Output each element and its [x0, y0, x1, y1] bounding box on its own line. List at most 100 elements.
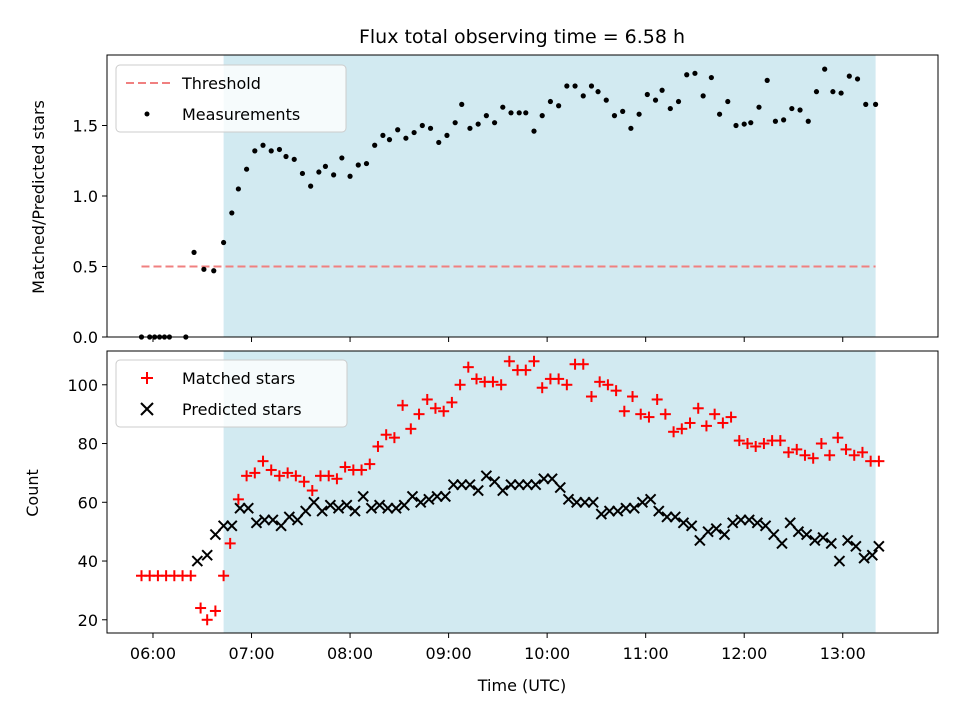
- measurement-point: [268, 148, 274, 154]
- matched-star-point: [462, 361, 474, 373]
- predicted-star-point: [439, 490, 452, 503]
- matched-star-point: [668, 426, 680, 438]
- matched-star-point: [840, 443, 852, 455]
- predicted-star-point: [456, 478, 468, 491]
- measurement-point: [603, 97, 609, 103]
- measurement-point: [659, 87, 665, 93]
- measurement-point: [380, 132, 386, 138]
- measurement-point: [725, 98, 731, 105]
- matched-star-point: [536, 382, 548, 394]
- measurement-point: [789, 105, 795, 112]
- matched-star-point: [471, 373, 483, 385]
- measurement-point: [764, 77, 770, 83]
- legend-predicted-swatch: [140, 402, 154, 416]
- predicted-star-point: [562, 493, 575, 506]
- matched-star-point: [856, 446, 868, 458]
- x-tick-label: 06:00: [130, 644, 176, 663]
- predicted-star-point: [603, 505, 616, 517]
- predicted-star-point: [546, 473, 558, 485]
- measurement-point: [211, 268, 217, 274]
- predicted-star-point: [242, 502, 254, 514]
- matched-star-point: [791, 443, 803, 455]
- predicted-star-point: [587, 496, 599, 508]
- predicted-star-point: [620, 502, 632, 514]
- matched-star-point: [807, 452, 819, 464]
- predicted-star-point: [710, 523, 722, 535]
- measurement-point: [523, 110, 529, 116]
- measurement-point: [628, 125, 634, 131]
- predicted-star-point: [373, 499, 386, 511]
- predicted-star-point: [472, 484, 484, 497]
- measurement-point: [531, 128, 537, 134]
- predicted-star-point: [612, 505, 624, 517]
- measurement-point: [355, 162, 361, 168]
- legend-matched-label: Matched stars: [182, 369, 295, 388]
- predicted-star-point: [538, 473, 550, 485]
- measurement-point: [756, 104, 762, 110]
- predicted-star-point: [332, 502, 345, 514]
- measurement-point: [467, 125, 473, 131]
- predicted-star-point: [727, 517, 739, 529]
- measurement-point: [846, 73, 852, 79]
- matched-star-point: [265, 464, 277, 476]
- predicted-star-point: [784, 517, 796, 529]
- predicted-star-point: [316, 505, 328, 517]
- matched-star-point: [503, 355, 515, 367]
- top-x-ticks: [152, 337, 844, 342]
- predicted-star-point: [357, 490, 369, 503]
- measurement-point: [386, 137, 393, 143]
- matched-star-point: [413, 408, 425, 420]
- measurement-point: [854, 76, 861, 82]
- matched-star-point: [709, 408, 721, 420]
- matched-star-point: [741, 438, 753, 450]
- measurement-point: [221, 239, 227, 246]
- predicted-star-point: [382, 502, 394, 514]
- predicted-star-point: [768, 528, 780, 541]
- predicted-star-point: [850, 540, 862, 553]
- top-legend-box: [115, 64, 347, 133]
- matched-star-point: [232, 493, 244, 505]
- predicted-star-point: [414, 496, 427, 508]
- measurement-point: [427, 125, 434, 131]
- measurement-point: [395, 127, 401, 133]
- measurement-point: [308, 183, 314, 189]
- matched-star-point: [397, 399, 409, 411]
- measurement-point: [403, 135, 409, 141]
- top-y-tick-label: 1.0: [73, 187, 98, 206]
- measurement-point: [652, 97, 659, 103]
- top-panel: 0.0 0.5 1.0 1.5 Matched/Predicted stars Thr…: [29, 54, 939, 347]
- matched-star-point: [799, 449, 811, 461]
- measurement-point: [580, 93, 586, 99]
- measurement-point: [611, 113, 618, 119]
- measurement-point: [644, 91, 650, 98]
- predicted-star-point: [513, 478, 525, 491]
- matched-star-point: [659, 408, 671, 420]
- predicted-star-point: [201, 549, 213, 561]
- bottom-y-ticks: 20 40 60 80 100: [67, 376, 107, 630]
- measurement-point: [772, 118, 779, 124]
- predicted-star-point: [825, 537, 837, 550]
- measurement-point: [708, 74, 714, 81]
- predicted-star-point: [833, 555, 846, 567]
- matched-star-point: [815, 438, 827, 450]
- predicted-star-point: [743, 514, 755, 526]
- predicted-star-point: [579, 496, 591, 508]
- predicted-star-point: [873, 540, 885, 553]
- x-tick-label: 08:00: [327, 644, 373, 663]
- predicted-star-point: [554, 481, 566, 494]
- matched-star-point: [257, 455, 269, 467]
- measurement-point: [283, 153, 289, 160]
- predicted-star-point: [497, 484, 509, 497]
- bottom-axes-frame: [106, 350, 939, 634]
- matched-star-point: [627, 391, 639, 403]
- predicted-star-point: [250, 517, 263, 529]
- bottom-y-tick-label: 80: [78, 435, 98, 454]
- matched-star-point: [577, 358, 589, 370]
- predicted-star-point: [226, 520, 238, 532]
- matched-star-point: [561, 379, 573, 391]
- predicted-star-point: [431, 490, 443, 503]
- measurement-point: [201, 266, 207, 272]
- matched-star-point: [273, 470, 285, 482]
- predicted-star-point: [267, 514, 279, 526]
